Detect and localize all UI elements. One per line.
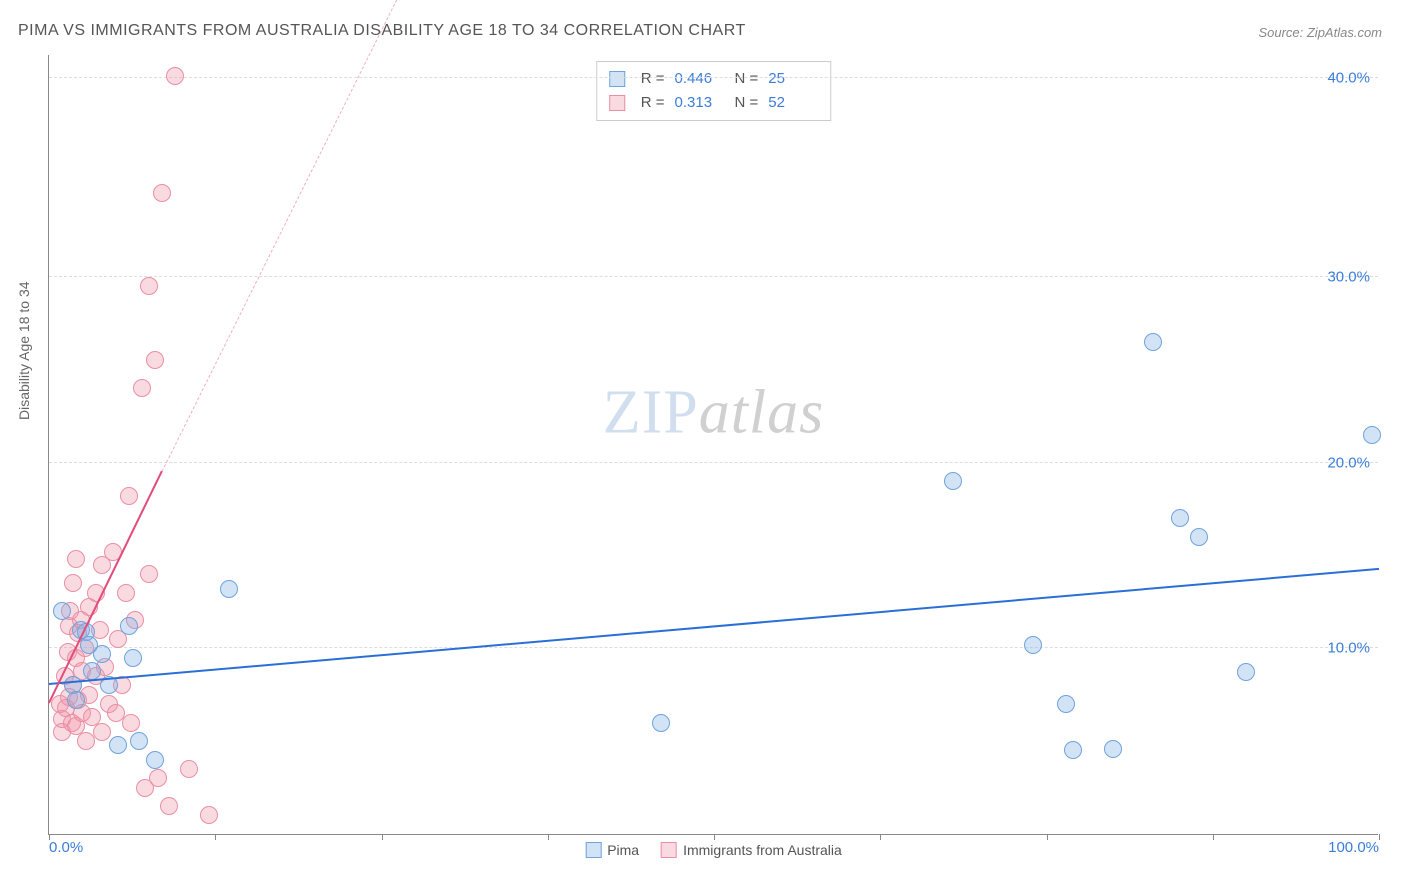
regression-line-immigrants-extrapolated — [162, 0, 436, 472]
n-value-pima: 25 — [768, 67, 818, 91]
scatter-point-immigrants — [166, 67, 184, 85]
n-label: N = — [735, 67, 759, 91]
scatter-point-immigrants — [117, 584, 135, 602]
legend-row-pima: R = 0.446 N = 25 — [609, 67, 819, 91]
scatter-point-pima — [124, 649, 142, 667]
gridline-h — [49, 462, 1378, 463]
scatter-point-pima — [93, 645, 111, 663]
scatter-point-pima — [220, 580, 238, 598]
legend-item-immigrants: Immigrants from Australia — [661, 842, 842, 858]
watermark-atlas: atlas — [699, 379, 825, 447]
x-tick-label: 100.0% — [1328, 839, 1379, 856]
n-label: N = — [735, 91, 759, 115]
swatch-pima-icon — [585, 842, 601, 858]
scatter-point-pima — [53, 602, 71, 620]
scatter-point-immigrants — [77, 732, 95, 750]
scatter-point-immigrants — [140, 277, 158, 295]
x-tick — [1213, 834, 1214, 840]
scatter-point-pima — [1064, 741, 1082, 759]
r-label: R = — [641, 67, 665, 91]
legend-row-immigrants: R = 0.313 N = 52 — [609, 91, 819, 115]
scatter-point-pima — [1190, 528, 1208, 546]
scatter-point-pima — [130, 732, 148, 750]
scatter-point-immigrants — [67, 550, 85, 568]
scatter-point-immigrants — [122, 714, 140, 732]
gridline-h — [49, 77, 1378, 78]
r-value-pima: 0.446 — [675, 67, 725, 91]
scatter-point-immigrants — [180, 760, 198, 778]
gridline-h — [49, 647, 1378, 648]
gridline-h — [49, 276, 1378, 277]
x-tick — [880, 834, 881, 840]
y-tick-label: 40.0% — [1327, 70, 1370, 87]
scatter-point-immigrants — [120, 487, 138, 505]
x-tick — [1379, 834, 1380, 840]
scatter-point-pima — [1144, 333, 1162, 351]
x-tick-label: 0.0% — [49, 839, 83, 856]
y-axis-label: Disability Age 18 to 34 — [16, 281, 32, 420]
chart-title: PIMA VS IMMIGRANTS FROM AUSTRALIA DISABI… — [18, 22, 746, 40]
x-tick — [714, 834, 715, 840]
legend-item-pima: Pima — [585, 842, 639, 858]
y-tick-label: 10.0% — [1327, 640, 1370, 657]
swatch-immigrants — [609, 95, 625, 111]
y-tick-label: 30.0% — [1327, 268, 1370, 285]
r-value-immigrants: 0.313 — [675, 91, 725, 115]
source-credit: Source: ZipAtlas.com — [1258, 25, 1382, 40]
swatch-immigrants-icon — [661, 842, 677, 858]
series-legend: Pima Immigrants from Australia — [585, 842, 842, 858]
scatter-point-pima — [1104, 740, 1122, 758]
scatter-point-pima — [1237, 663, 1255, 681]
scatter-point-immigrants — [140, 565, 158, 583]
r-label: R = — [641, 91, 665, 115]
scatter-plot-area: ZIPatlas R = 0.446 N = 25 R = 0.313 N = … — [48, 55, 1378, 835]
scatter-point-immigrants — [153, 184, 171, 202]
x-tick — [1047, 834, 1048, 840]
scatter-point-immigrants — [149, 769, 167, 787]
scatter-point-immigrants — [200, 806, 218, 824]
legend-label-immigrants: Immigrants from Australia — [683, 842, 842, 858]
swatch-pima — [609, 71, 625, 87]
scatter-point-immigrants — [133, 379, 151, 397]
x-tick — [382, 834, 383, 840]
scatter-point-pima — [652, 714, 670, 732]
scatter-point-immigrants — [146, 351, 164, 369]
correlation-legend: R = 0.446 N = 25 R = 0.313 N = 52 — [596, 61, 832, 121]
y-tick-label: 20.0% — [1327, 454, 1370, 471]
legend-label-pima: Pima — [607, 842, 639, 858]
scatter-point-pima — [109, 736, 127, 754]
scatter-point-pima — [83, 662, 101, 680]
x-tick — [548, 834, 549, 840]
scatter-point-pima — [944, 472, 962, 490]
scatter-point-immigrants — [93, 723, 111, 741]
n-value-immigrants: 52 — [768, 91, 818, 115]
scatter-point-pima — [146, 751, 164, 769]
watermark: ZIPatlas — [603, 378, 825, 449]
scatter-point-immigrants — [160, 797, 178, 815]
scatter-point-pima — [1171, 509, 1189, 527]
scatter-point-pima — [1024, 636, 1042, 654]
regression-line-pima — [49, 568, 1379, 685]
scatter-point-pima — [120, 617, 138, 635]
scatter-point-immigrants — [64, 574, 82, 592]
scatter-point-pima — [1057, 695, 1075, 713]
watermark-zip: ZIP — [603, 379, 699, 447]
x-tick — [215, 834, 216, 840]
scatter-point-pima — [1363, 426, 1381, 444]
scatter-point-pima — [67, 691, 85, 709]
